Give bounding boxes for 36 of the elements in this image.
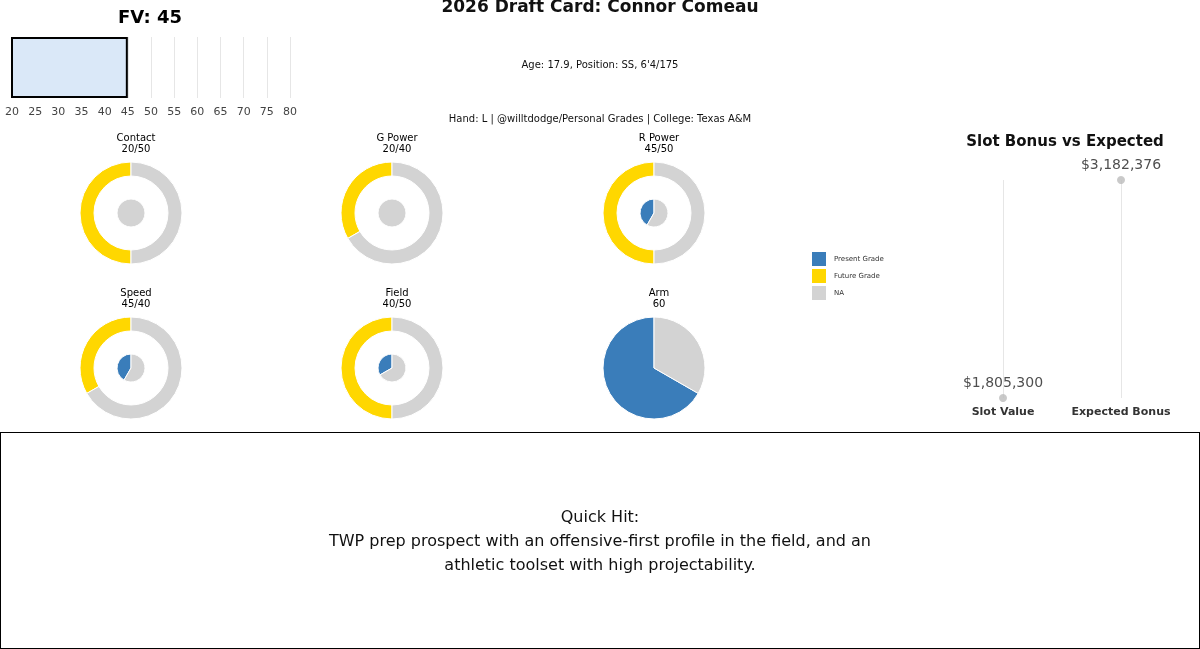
- chart-title: Arm: [648, 286, 670, 298]
- x-tick-label: 30: [51, 105, 66, 118]
- chart-title: Slot Bonus vs Expected: [966, 131, 1164, 150]
- x-tick-label: 60: [190, 105, 205, 118]
- text: TWP prep prospect with an offensive-first profile in the field, and an athletic toolset with high projectability.: [328, 529, 872, 576]
- x-tick-label: 80: [283, 105, 297, 118]
- x-tick-label: 40: [97, 105, 112, 118]
- chart-subtitle: 20/50: [121, 142, 151, 154]
- chart-title: G Power: [376, 131, 419, 143]
- x-tick-label: 55: [167, 105, 182, 118]
- text: Quick Hit:: [560, 505, 640, 528]
- x-tick-label: 70: [236, 105, 251, 118]
- chart-subtitle: 40/50: [382, 297, 412, 309]
- chart-subtitle: 45/40: [121, 297, 151, 309]
- chart-title: FV: 45: [118, 5, 182, 27]
- x-tick-label: Expected Bonus: [1071, 405, 1171, 418]
- x-tick-label: 50: [144, 105, 158, 118]
- chart-title: Contact: [116, 131, 156, 143]
- text: Age: 17.9, Position: SS, 6'4/175: [521, 59, 679, 70]
- chart-title: Field: [385, 286, 409, 298]
- data-label: $1,805,300: [962, 374, 1044, 390]
- text: Hand: L | @willtdodge/Personal Grades | College: Texas A&M: [448, 113, 752, 124]
- x-tick-label: Slot Value: [971, 405, 1035, 418]
- chart-subtitle: 60: [652, 297, 666, 309]
- x-tick-label: 75: [259, 105, 274, 118]
- chart-subtitle: 20/40: [382, 142, 412, 154]
- data-label: $3,182,376: [1080, 156, 1162, 172]
- text: 2026 Draft Card: Connor Comeau: [441, 0, 759, 16]
- x-tick-label: 35: [74, 105, 89, 118]
- x-tick-label: 45: [120, 105, 135, 118]
- chart-title: R Power: [638, 131, 681, 143]
- x-tick-label: 20: [5, 105, 19, 118]
- chart-title: Speed: [120, 286, 152, 298]
- chart-subtitle: 45/50: [644, 142, 674, 154]
- x-tick-label: 65: [213, 105, 228, 118]
- x-tick-label: 25: [28, 105, 43, 118]
